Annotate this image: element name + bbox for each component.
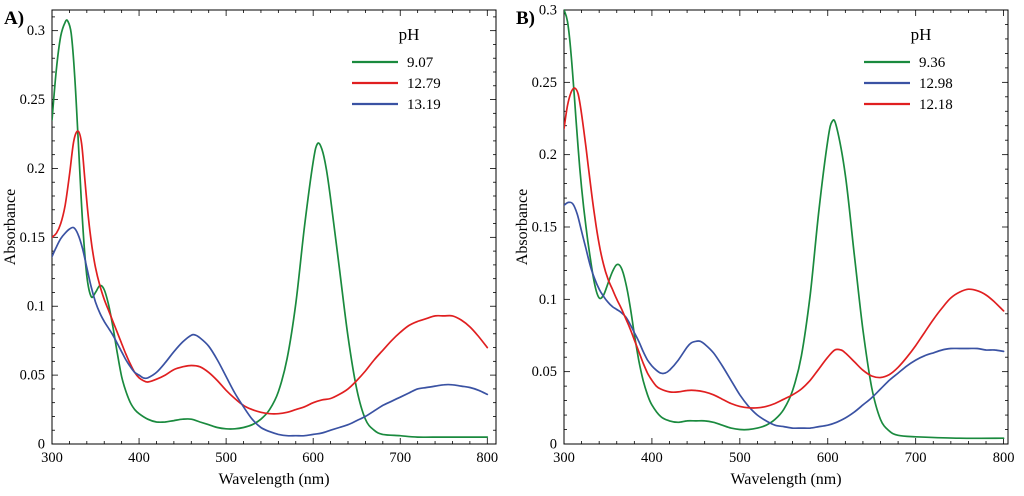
legend-entry-label: 12.98: [919, 76, 953, 92]
svg-text:0.2: 0.2: [539, 147, 557, 163]
legend-entry-label: 9.07: [407, 55, 434, 71]
tick-labels: 300 400 500 600 700 800 0 0.05 0.1 0.15 0.2 0.25 0.3: [532, 3, 1015, 467]
svg-text:0.15: 0.15: [20, 230, 45, 246]
svg-text:800: 800: [476, 450, 498, 466]
legend-entry-label: 12.18: [919, 97, 953, 113]
svg-text:0.1: 0.1: [539, 292, 557, 308]
svg-text:400: 400: [641, 450, 663, 466]
y-axis-title: Absorbance: [2, 189, 19, 265]
legend-entry-label: 12.79: [407, 76, 441, 92]
svg-text:0.25: 0.25: [20, 92, 45, 108]
svg-text:600: 600: [817, 450, 839, 466]
x-axis-title: Wavelength (nm): [730, 471, 841, 488]
panel-label: B): [516, 8, 535, 29]
legend-entry-label: 13.19: [407, 97, 441, 113]
svg-text:0.2: 0.2: [27, 161, 45, 177]
svg-text:0.05: 0.05: [20, 368, 45, 384]
svg-text:0: 0: [550, 437, 557, 453]
svg-text:0.3: 0.3: [539, 3, 557, 19]
svg-text:600: 600: [302, 450, 324, 466]
svg-text:800: 800: [993, 450, 1015, 466]
legend-title: pH: [399, 25, 420, 44]
svg-text:300: 300: [41, 450, 63, 466]
legend: pH 9.07 12.79 13.19: [352, 25, 441, 113]
plot-frame: [51, 9, 497, 445]
svg-text:0.3: 0.3: [27, 23, 45, 39]
svg-text:300: 300: [553, 450, 575, 466]
svg-text:0.15: 0.15: [532, 220, 557, 236]
spectra-chart: 300 400 500 600 700 800 0 0.05 0.1 0.15 0.2 0.25 0.3…: [2, 8, 499, 488]
svg-text:0.1: 0.1: [27, 299, 45, 315]
panel-b: 300 400 500 600 700 800 0 0.05 0.1 0.15 0.2 0.25 0.3…: [512, 0, 1024, 496]
curve-pH-12.79: [52, 130, 489, 415]
curve-pH-9.07: [52, 19, 489, 439]
tick-labels: 300 400 500 600 700 800 0 0.05 0.1 0.15 0.2 0.25 0.3: [20, 23, 499, 466]
svg-text:0: 0: [38, 437, 45, 453]
axis-ticks: [563, 9, 1008, 445]
svg-text:0.25: 0.25: [532, 75, 557, 91]
spectra-curves: [52, 19, 489, 439]
svg-text:700: 700: [905, 450, 927, 466]
curve-pH-9.36: [564, 9, 1005, 440]
curve-pH-12.98: [564, 201, 1005, 430]
svg-text:700: 700: [389, 450, 411, 466]
svg-text:500: 500: [215, 450, 237, 466]
svg-text:500: 500: [729, 450, 751, 466]
x-axis-title: Wavelength (nm): [218, 471, 329, 488]
spectra-chart: 300 400 500 600 700 800 0 0.05 0.1 0.15 0.2 0.25 0.3…: [514, 3, 1015, 489]
curve-pH-13.19: [52, 226, 489, 437]
y-axis-title: Absorbance: [514, 189, 531, 265]
panel-a: 300 400 500 600 700 800 0 0.05 0.1 0.15 0.2 0.25 0.3…: [2, 8, 499, 488]
svg-text:0.05: 0.05: [532, 364, 557, 380]
svg-text:400: 400: [128, 450, 150, 466]
curve-pH-12.18: [564, 87, 1005, 409]
legend: pH 9.36 12.98 12.18: [864, 25, 953, 113]
legend-title: pH: [911, 25, 932, 44]
panel-label: A): [4, 8, 24, 29]
spectra-curves: [564, 9, 1005, 440]
legend-entry-label: 9.36: [919, 55, 946, 71]
